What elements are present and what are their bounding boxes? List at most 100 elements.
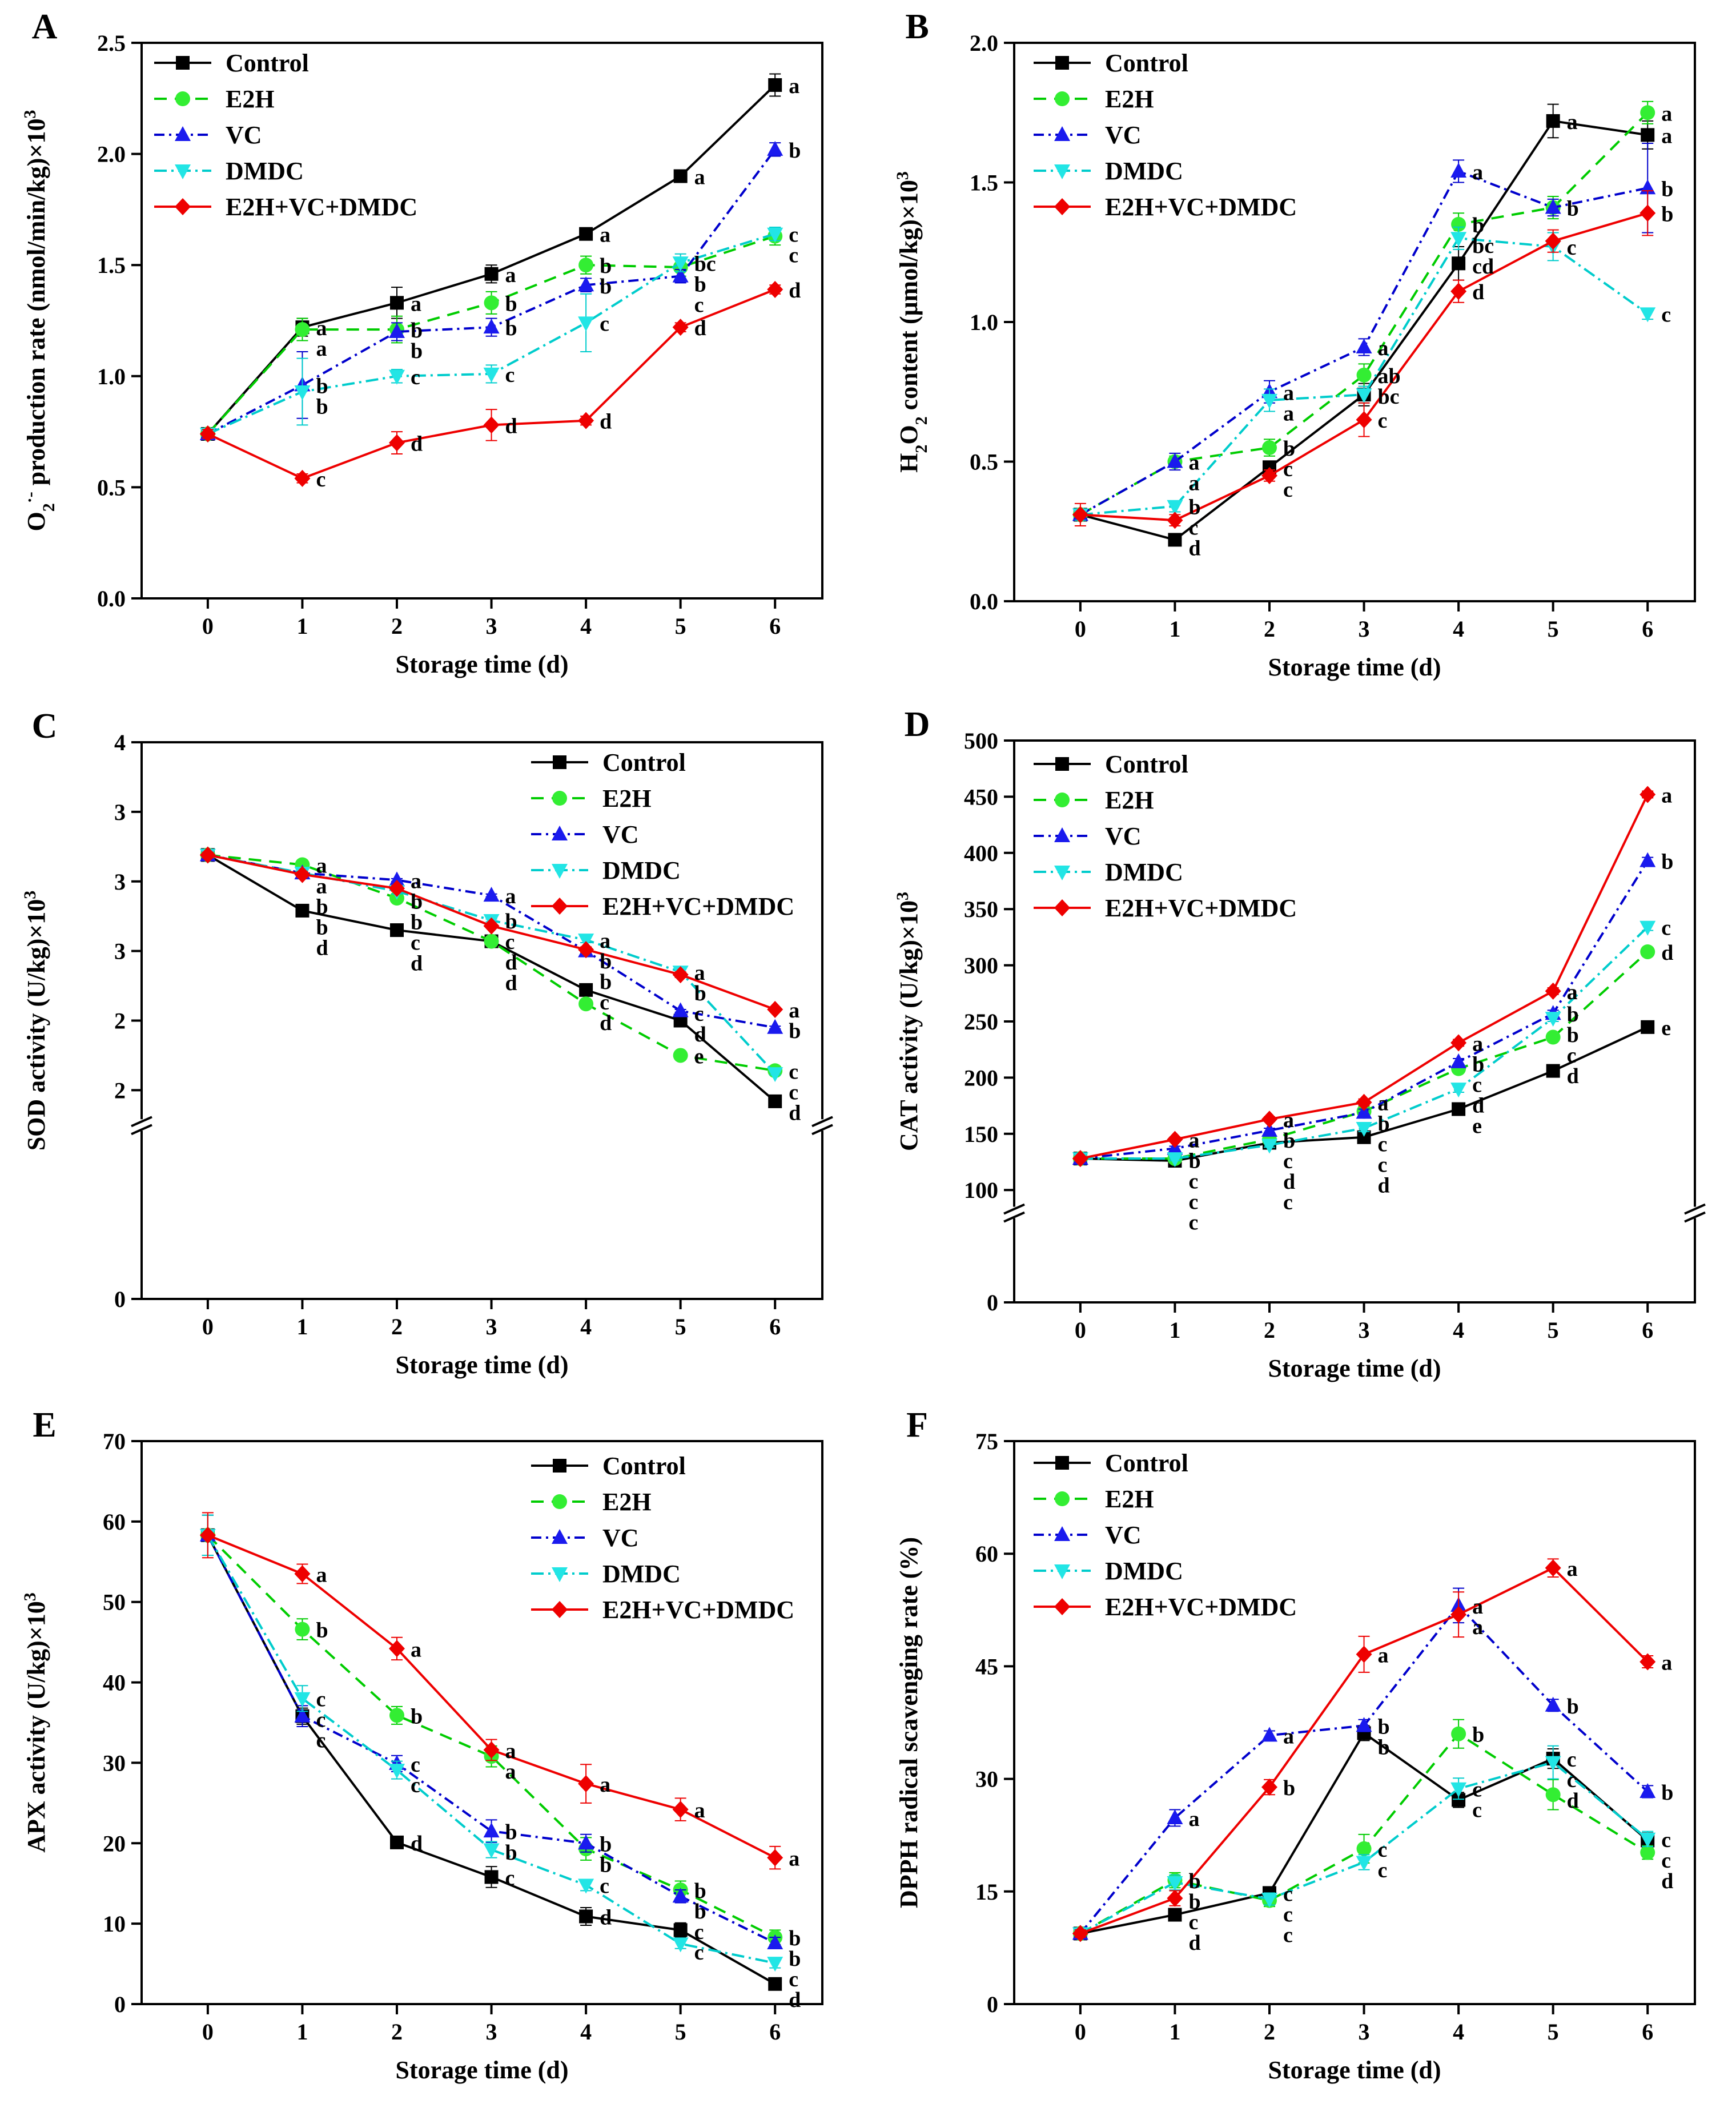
y-tick-label: 60 xyxy=(103,1509,126,1535)
data-point xyxy=(483,1843,500,1858)
significance-letter: a xyxy=(1472,1615,1483,1639)
y-tick-label: 400 xyxy=(964,840,998,866)
significance-letter: b xyxy=(600,254,612,278)
significance-letter: b xyxy=(789,1019,801,1043)
legend-marker xyxy=(552,826,568,840)
y-tick-label: 150 xyxy=(964,1121,998,1147)
data-point xyxy=(767,227,783,243)
data-point xyxy=(1356,1856,1372,1871)
significance-letter: d xyxy=(1567,1789,1579,1813)
significance-letter: a xyxy=(600,223,610,247)
data-point xyxy=(294,1692,311,1707)
x-tick-label: 2 xyxy=(391,2019,403,2045)
legend-label: VC xyxy=(602,1524,639,1552)
axis-break-mark xyxy=(1684,1203,1706,1215)
data-point xyxy=(1450,1782,1467,1797)
significance-letter: d xyxy=(411,1832,423,1856)
data-point xyxy=(483,917,500,935)
data-point xyxy=(1545,1696,1561,1712)
data-point xyxy=(1545,199,1561,214)
series-e2h-vc-dmdc xyxy=(1072,786,1656,1168)
significance-letter: b xyxy=(1378,1112,1390,1136)
significance-letter: c xyxy=(1283,457,1293,481)
y-tick-label: 15 xyxy=(975,1879,998,1905)
significance-letter: c xyxy=(1661,1849,1671,1873)
data-point xyxy=(295,1622,310,1637)
data-point xyxy=(767,1019,783,1034)
legend-marker xyxy=(553,755,566,769)
significance-letter: c xyxy=(1283,1923,1293,1947)
significance-letter: b xyxy=(411,890,423,914)
y-tick-label: 75 xyxy=(975,1429,998,1454)
data-point xyxy=(672,319,689,336)
significance-letter: c xyxy=(316,1688,326,1712)
significance-letter: b xyxy=(600,275,612,299)
axis-break-mark xyxy=(1003,1211,1025,1223)
significance-letter: d xyxy=(789,1988,801,2012)
data-point xyxy=(578,996,594,1012)
legend: Control E2H VC DMDC E2H+VC+DMDC xyxy=(531,1452,794,1624)
data-point xyxy=(578,316,594,332)
significance-letter: c xyxy=(600,991,609,1015)
significance-letter: b xyxy=(789,139,801,163)
significance-letter: a xyxy=(694,166,705,190)
significance-letter: a xyxy=(1283,1724,1294,1748)
y-tick-label: 20 xyxy=(103,1831,126,1856)
x-tick-label: 1 xyxy=(1169,616,1180,642)
significance-letter: c xyxy=(1472,1799,1482,1823)
y-tick-label: 1.0 xyxy=(970,309,998,335)
significance-letter: c xyxy=(505,363,515,387)
x-axis-label: Storage time (d) xyxy=(1268,1354,1441,1382)
significance-letter: b xyxy=(789,1926,801,1950)
data-point xyxy=(1356,1646,1372,1663)
data-point xyxy=(672,256,689,272)
data-point xyxy=(767,140,783,156)
significance-letter: a xyxy=(1472,1595,1483,1619)
data-point xyxy=(1356,1104,1372,1119)
data-point xyxy=(578,1775,594,1793)
significance-letter: a xyxy=(1661,783,1672,807)
data-point xyxy=(389,871,405,887)
x-tick-label: 2 xyxy=(1264,1317,1275,1343)
data-point xyxy=(389,1708,404,1723)
data-point xyxy=(768,1094,782,1108)
significance-letter: a xyxy=(1661,102,1672,126)
y-axis-label-part: content (μmol/kg)×10 xyxy=(895,180,923,416)
data-point xyxy=(1545,1012,1561,1027)
legend-label: VC xyxy=(1105,822,1142,850)
x-tick-label: 2 xyxy=(1264,616,1275,642)
y-tick-label: 2.0 xyxy=(97,142,126,167)
y-axis-label: APX activity (U/kg)×103 xyxy=(21,1592,51,1853)
significance-letter: ab xyxy=(1378,364,1401,388)
x-tick-label: 4 xyxy=(580,2019,592,2045)
data-point xyxy=(1168,533,1182,547)
legend-label: DMDC xyxy=(226,157,304,185)
significance-letter: d xyxy=(600,410,612,434)
significance-letter: c xyxy=(411,931,420,955)
data-point xyxy=(673,1923,688,1937)
significance-letter: c xyxy=(1188,1211,1198,1235)
significance-letter: c xyxy=(1472,1073,1482,1097)
x-axis-label: Storage time (d) xyxy=(395,1351,568,1379)
data-point xyxy=(484,1870,499,1884)
legend-label: VC xyxy=(602,820,639,848)
legend-marker xyxy=(1054,1598,1070,1615)
axis-break-mark xyxy=(811,1116,833,1128)
data-point xyxy=(1167,512,1183,529)
x-axis-label: Storage time (d) xyxy=(395,2056,568,2084)
significance-letter: a xyxy=(316,1563,327,1587)
data-point xyxy=(1450,1053,1467,1068)
significance-letter: a xyxy=(1283,401,1294,425)
data-point xyxy=(199,1526,216,1544)
data-point xyxy=(578,1878,594,1894)
significance-letter: c xyxy=(1567,1768,1577,1792)
data-point xyxy=(768,1977,782,1991)
significance-letter: c xyxy=(411,365,420,389)
significance-letter: b xyxy=(1283,1129,1295,1153)
series-line xyxy=(1080,1732,1649,1935)
significance-letter: c xyxy=(1283,1149,1293,1173)
y-tick-label: 2 xyxy=(114,1008,126,1034)
significance-letter: d xyxy=(1661,1869,1673,1893)
significance-letter: c xyxy=(1283,478,1293,502)
